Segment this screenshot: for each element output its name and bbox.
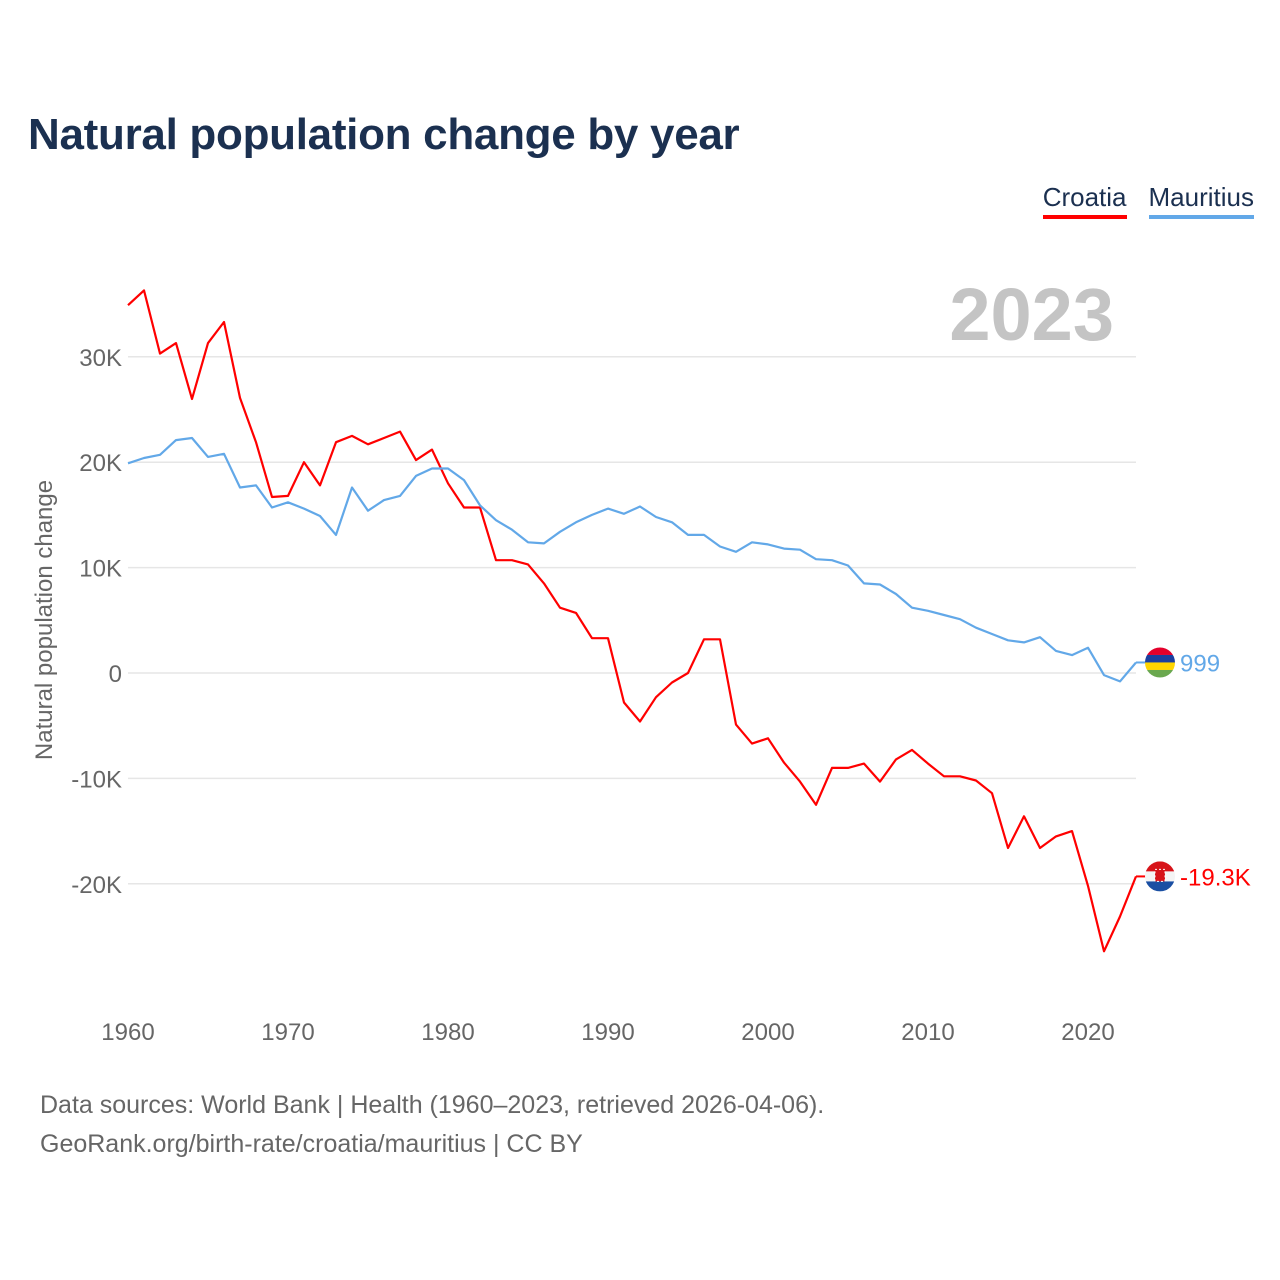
legend: Croatia Mauritius [1042,182,1254,219]
flag-stripe [1145,662,1175,670]
legend-croatia[interactable]: Croatia [1042,182,1127,219]
footer: Data sources: World Bank | Health (1960–… [40,1086,824,1164]
y-tick-label: -20K [71,872,122,899]
x-tick-label: 2020 [1061,1019,1114,1046]
x-tick-label: 2000 [741,1019,794,1046]
y-tick-label: 20K [79,450,122,477]
series-line-mauritius [127,436,1137,683]
flag-stripe [1145,881,1175,892]
source-link[interactable]: GeoRank.org/birth-rate/croatia/mauritius… [40,1130,583,1158]
flag-stripe [1145,654,1175,663]
legend-mauritius[interactable]: Mauritius [1148,182,1254,219]
mauritius-flag-icon [1145,647,1175,678]
y-tick-label: 30K [79,345,122,372]
data-sources: Data sources: World Bank | Health (1960–… [40,1091,825,1119]
y-tick-label: 10K [79,556,122,583]
end-value-label: 999 [1180,650,1220,677]
y-tick-label: 0 [109,661,122,688]
chart-title: Natural population change by year [28,110,740,159]
flag-stripe [1145,669,1175,678]
x-tick-label: 1980 [421,1019,474,1046]
end-value-label: -19.3K [1180,864,1251,891]
x-tick-label: 2010 [901,1019,954,1046]
flag-stripe [1145,647,1175,655]
flag-stripe [1145,861,1175,872]
y-axis-label: Natural population change [31,480,58,760]
croatia-coat-of-arms [1154,868,1166,882]
series-line-croatia [127,289,1138,953]
croatia-flag-icon [1145,861,1175,892]
y-tick-label: -10K [71,766,122,793]
year-watermark: 2023 [949,273,1114,356]
x-tick-label: 1960 [101,1019,154,1046]
x-tick-label: 1970 [261,1019,314,1046]
x-tick-label: 1990 [581,1019,634,1046]
